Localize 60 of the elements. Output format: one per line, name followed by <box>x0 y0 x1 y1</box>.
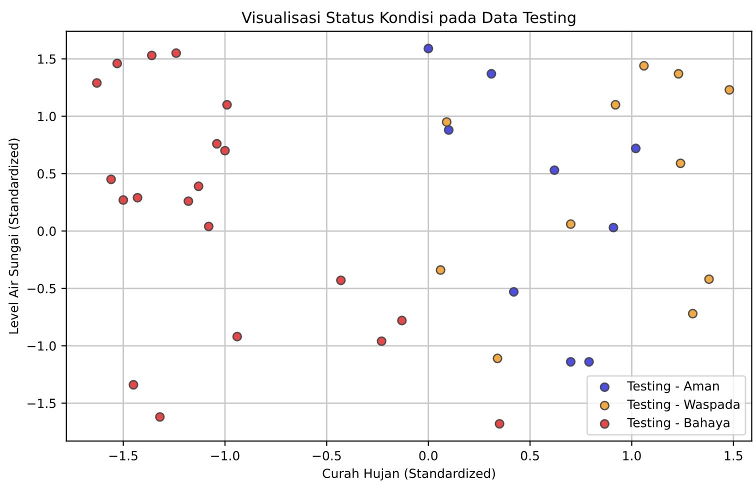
point <box>492 354 502 364</box>
x-tick-label: 0.0 <box>419 450 438 460</box>
point <box>155 412 165 422</box>
chart-title: Visualisasi Status Kondisi pada Data Testing <box>242 11 576 26</box>
point <box>566 356 576 367</box>
legend-label: Testing - Waspada <box>627 399 740 412</box>
point <box>630 144 641 154</box>
point <box>442 117 452 127</box>
point <box>212 138 222 149</box>
point <box>424 44 434 54</box>
x-tick-label: 1.5 <box>724 451 742 460</box>
x-tick-label: 0.5 <box>520 450 539 460</box>
legend-label: Testing - Bahaya <box>627 418 730 430</box>
point <box>397 316 407 326</box>
y-tick-label: −1.0 <box>28 341 56 351</box>
y-tick-label: 1.0 <box>38 112 56 122</box>
point <box>486 68 496 79</box>
point <box>92 78 102 88</box>
y-tick-label: 1.5 <box>38 54 56 64</box>
y-tick-label: −0.5 <box>28 284 56 294</box>
point <box>676 158 686 168</box>
point <box>132 192 142 203</box>
y-tick-label: 0.0 <box>38 226 56 236</box>
point <box>194 181 204 192</box>
point <box>610 100 620 110</box>
legend-label: Testing - Aman <box>627 380 719 394</box>
point <box>171 48 182 58</box>
y-tick-label: −1.5 <box>28 398 56 408</box>
point <box>508 286 519 297</box>
point <box>336 276 346 286</box>
point <box>118 195 128 205</box>
point <box>376 336 386 346</box>
point <box>444 125 454 135</box>
x-tick-label: 1.0 <box>623 450 641 460</box>
x-tick-label: −1.0 <box>211 450 240 460</box>
point <box>584 356 594 367</box>
y-axis-title: Level Air Sungai (Standardized) <box>8 138 21 334</box>
point <box>222 100 232 110</box>
point <box>220 146 230 156</box>
point <box>494 418 504 429</box>
y-tick-label: 0.5 <box>38 169 56 179</box>
point <box>112 58 122 68</box>
x-tick-label: −1.5 <box>109 451 138 460</box>
point <box>184 196 194 206</box>
point <box>232 332 242 342</box>
point <box>639 60 649 71</box>
x-axis-title: Curah Hujan (Standardized) <box>322 468 495 481</box>
x-tick-label: −0.5 <box>312 450 341 460</box>
point <box>146 50 157 60</box>
point <box>550 165 560 176</box>
point <box>566 219 576 229</box>
point <box>674 68 684 79</box>
point <box>436 265 446 275</box>
point <box>204 222 214 232</box>
point <box>704 274 714 284</box>
point <box>608 222 618 232</box>
point <box>106 174 116 184</box>
point <box>724 84 734 95</box>
point <box>128 380 138 390</box>
point <box>688 308 698 319</box>
